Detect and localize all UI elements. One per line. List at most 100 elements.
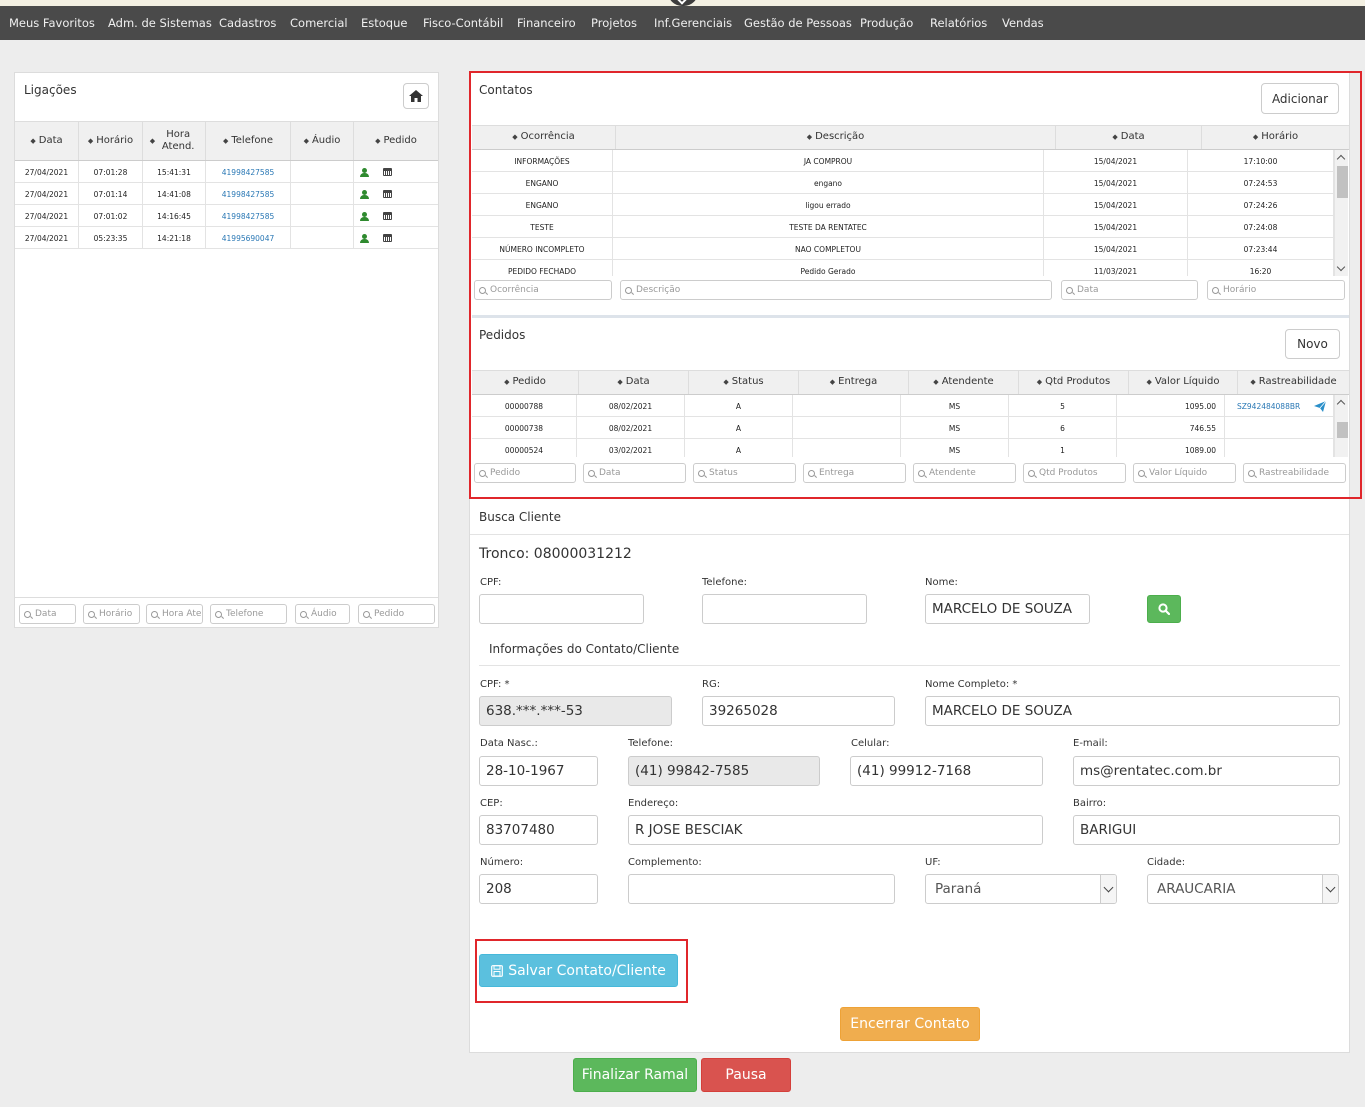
filter-qtd-produtos[interactable]: Qtd Produtos xyxy=(1023,463,1126,483)
col-pedido[interactable]: ◆ Pedido xyxy=(472,371,579,394)
calendar-icon[interactable] xyxy=(383,190,392,198)
filter-data[interactable]: Data xyxy=(583,463,686,483)
scroll-thumb[interactable] xyxy=(1337,422,1348,438)
pedidos-scrollbar[interactable] xyxy=(1334,395,1348,457)
cell-telefone-link[interactable]: 41998427585 xyxy=(206,205,291,227)
busca-nome-input[interactable]: MARCELO DE SOUZA xyxy=(925,594,1090,624)
send-icon[interactable] xyxy=(1314,400,1327,412)
menu-estoque[interactable]: Estoque xyxy=(361,16,408,30)
search-button[interactable] xyxy=(1147,595,1181,623)
menu-relatorios[interactable]: Relatórios xyxy=(930,16,988,30)
table-row[interactable]: 27/04/2021 07:01:02 14:16:45 41998427585 xyxy=(15,205,438,227)
contatos-scrollbar[interactable] xyxy=(1334,150,1348,276)
menu-producao[interactable]: Produção xyxy=(860,16,914,30)
salvar-contato-button[interactable]: Salvar Contato/Cliente xyxy=(479,954,678,987)
filter-ocorrencia[interactable]: Ocorrência xyxy=(474,280,612,300)
endereco-field[interactable]: R JOSE BESCIAK xyxy=(628,815,1043,845)
menu-vendas[interactable]: Vendas xyxy=(1002,16,1044,30)
filter-pedido[interactable]: Pedido xyxy=(474,463,576,483)
table-row[interactable]: 27/04/2021 05:23:35 14:21:18 41995690047 xyxy=(15,227,438,249)
busca-telefone-input[interactable] xyxy=(702,594,867,624)
col-descricao[interactable]: ◆ Descrição xyxy=(616,126,1056,149)
busca-cpf-input[interactable] xyxy=(479,594,644,624)
filter-entrega[interactable]: Entrega xyxy=(803,463,906,483)
calendar-icon[interactable] xyxy=(383,168,392,176)
filter-descricao[interactable]: Descrição xyxy=(620,280,1052,300)
table-row[interactable]: 27/04/2021 07:01:14 14:41:08 41998427585 xyxy=(15,183,438,205)
filter-status[interactable]: Status xyxy=(693,463,796,483)
col-rastreabilidade[interactable]: ◆ Rastreabilidade xyxy=(1250,376,1337,388)
filter-pedido[interactable]: Pedido xyxy=(358,604,435,624)
home-button[interactable] xyxy=(403,83,429,109)
filter-telefone[interactable]: Telefone xyxy=(210,604,287,624)
col-status[interactable]: ◆ Status xyxy=(689,371,799,394)
collapse-toggle-icon[interactable] xyxy=(668,0,698,6)
table-row[interactable]: 27/04/2021 07:01:28 15:41:31 41998427585 xyxy=(15,161,438,183)
celular-field[interactable]: (41) 99912-7168 xyxy=(850,756,1043,786)
col-ocorrencia[interactable]: ◆ Ocorrência xyxy=(472,126,616,149)
menu-meus-favoritos[interactable]: Meus Favoritos xyxy=(9,16,95,30)
menu-financeiro[interactable]: Financeiro xyxy=(517,16,576,30)
tracking-link[interactable]: SZ942484088BR xyxy=(1237,401,1301,411)
col-qtd-produtos[interactable]: ◆ Qtd Produtos xyxy=(1019,371,1129,394)
finalizar-ramal-button[interactable]: Finalizar Ramal xyxy=(573,1058,697,1092)
complemento-field[interactable] xyxy=(628,874,895,904)
filter-valor-liquido[interactable]: Valor Líquido xyxy=(1133,463,1236,483)
filter-hora-atend[interactable]: Hora Atend xyxy=(146,604,203,624)
table-row[interactable]: 00000524 03/02/2021 A MS 1 1089.00 xyxy=(472,439,1334,457)
table-row[interactable]: PEDIDO FECHADO Pedido Gerado 11/03/2021 … xyxy=(472,260,1334,276)
col-entrega[interactable]: ◆ Entrega xyxy=(799,371,909,394)
menu-adm-sistemas[interactable]: Adm. de Sistemas xyxy=(108,16,212,30)
cpf-field[interactable]: 638.***.***-53 xyxy=(479,696,672,726)
col-valor-liquido[interactable]: ◆ Valor Líquido xyxy=(1129,371,1238,394)
adicionar-button[interactable]: Adicionar xyxy=(1261,83,1339,114)
email-field[interactable]: ms@rentatec.com.br xyxy=(1073,756,1340,786)
filter-horario[interactable]: Horário xyxy=(1207,280,1345,300)
uf-select[interactable]: Paraná xyxy=(925,874,1117,904)
filter-horario[interactable]: Horário xyxy=(83,604,140,624)
calendar-icon[interactable] xyxy=(383,234,392,242)
scroll-thumb[interactable] xyxy=(1337,166,1348,198)
filter-audio[interactable]: Áudio xyxy=(295,604,350,624)
menu-projetos[interactable]: Projetos xyxy=(591,16,638,30)
calendar-icon[interactable] xyxy=(383,212,392,220)
data-nasc-field[interactable]: 28-10-1967 xyxy=(479,756,598,786)
table-row[interactable]: ENGANO engano 15/04/2021 07:24:53 xyxy=(472,172,1334,194)
cell-telefone-link[interactable]: 41995690047 xyxy=(206,227,291,249)
cell-telefone-link[interactable]: 41998427585 xyxy=(206,161,291,183)
user-icon[interactable] xyxy=(360,233,369,243)
encerrar-contato-button[interactable]: Encerrar Contato xyxy=(840,1007,980,1041)
user-icon[interactable] xyxy=(360,189,369,199)
filter-data[interactable]: Data xyxy=(19,604,76,624)
menu-fisco-contabil[interactable]: Fisco-Contábil xyxy=(423,16,504,30)
menu-cadastros[interactable]: Cadastros xyxy=(219,16,277,30)
col-data[interactable]: ◆ Data xyxy=(579,371,689,394)
numero-field[interactable]: 208 xyxy=(479,874,598,904)
col-atendente[interactable]: ◆ Atendente xyxy=(909,371,1019,394)
pausa-button[interactable]: Pausa xyxy=(701,1058,791,1092)
user-icon[interactable] xyxy=(360,167,369,177)
col-data[interactable]: ◆ Data xyxy=(15,122,79,160)
col-data[interactable]: ◆ Data xyxy=(1056,126,1202,149)
cep-field[interactable]: 83707480 xyxy=(479,815,598,845)
novo-button[interactable]: Novo xyxy=(1285,329,1340,359)
table-row[interactable]: ENGANO ligou errado 15/04/2021 07:24:26 xyxy=(472,194,1334,216)
rg-field[interactable]: 39265028 xyxy=(702,696,895,726)
filter-data[interactable]: Data xyxy=(1061,280,1198,300)
bairro-field[interactable]: BARIGUI xyxy=(1073,815,1340,845)
nome-completo-field[interactable]: MARCELO DE SOUZA xyxy=(925,696,1340,726)
table-row[interactable]: TESTE TESTE DA RENTATEC 15/04/2021 07:24… xyxy=(472,216,1334,238)
col-horario[interactable]: ◆ Horário xyxy=(1252,131,1299,143)
col-telefone[interactable]: ◆ Telefone xyxy=(206,122,291,160)
col-pedido[interactable]: ◆ Pedido xyxy=(375,134,417,146)
filter-atendente[interactable]: Atendente xyxy=(913,463,1016,483)
menu-inf-gerenciais[interactable]: Inf.Gerenciais xyxy=(654,16,733,30)
user-icon[interactable] xyxy=(360,211,369,221)
menu-comercial[interactable]: Comercial xyxy=(290,16,348,30)
table-row[interactable]: INFORMAÇÕES JA COMPROU 15/04/2021 17:10:… xyxy=(472,150,1334,172)
table-row[interactable]: 00000788 08/02/2021 A MS 5 1095.00 SZ942… xyxy=(472,395,1334,417)
col-hora-atend[interactable]: ◆ Hora Atend. xyxy=(143,122,206,160)
table-row[interactable]: NÚMERO INCOMPLETO NAO COMPLETOU 15/04/20… xyxy=(472,238,1334,260)
col-audio[interactable]: ◆ Áudio xyxy=(291,122,354,160)
menu-gestao-pessoas[interactable]: Gestão de Pessoas xyxy=(744,16,852,30)
